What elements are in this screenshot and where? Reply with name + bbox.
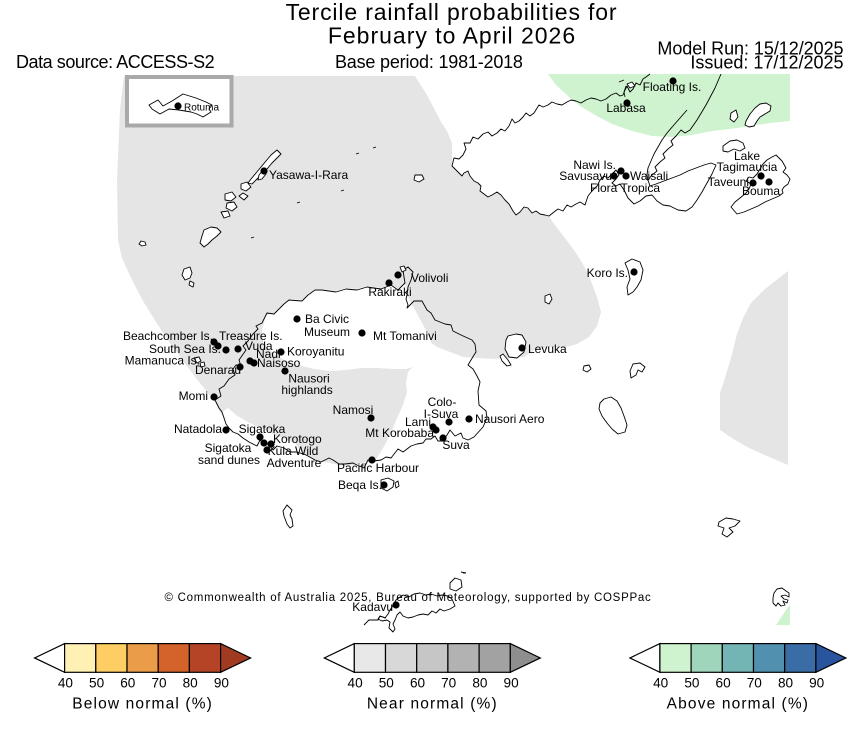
svg-text:Levuka: Levuka xyxy=(528,342,567,356)
svg-text:Sigatoka: Sigatoka xyxy=(205,441,252,455)
svg-text:50: 50 xyxy=(684,676,700,691)
svg-text:Above normal (%): Above normal (%) xyxy=(667,696,809,713)
svg-text:60: 60 xyxy=(410,676,426,691)
svg-text:Nausori Aero: Nausori Aero xyxy=(475,412,545,426)
svg-text:Beqa Is.: Beqa Is. xyxy=(338,478,382,492)
svg-text:60: 60 xyxy=(716,676,732,691)
svg-text:40: 40 xyxy=(653,676,669,691)
svg-text:February to April 2026: February to April 2026 xyxy=(328,23,576,49)
svg-text:Natadola: Natadola xyxy=(174,422,222,436)
svg-text:70: 70 xyxy=(151,676,167,691)
svg-text:Tercile rainfall probabilities: Tercile rainfall probabilities for xyxy=(286,0,618,25)
svg-text:Vuda: Vuda xyxy=(245,339,273,353)
svg-text:Sigatoka: Sigatoka xyxy=(239,422,286,436)
svg-text:Koro Is.: Koro Is. xyxy=(587,266,628,280)
svg-text:Treasure Is.: Treasure Is. xyxy=(219,329,283,343)
svg-text:sand dunes: sand dunes xyxy=(198,453,260,467)
svg-text:Beachcomber Is.: Beachcomber Is. xyxy=(123,329,213,343)
svg-text:Labasa: Labasa xyxy=(606,101,646,115)
svg-text:© Commonwealth of Australia 20: © Commonwealth of Australia 2025, Bureau… xyxy=(164,592,651,604)
svg-text:Yasawa-I-Rara: Yasawa-I-Rara xyxy=(269,168,348,182)
svg-text:90: 90 xyxy=(504,676,520,691)
svg-text:50: 50 xyxy=(379,676,395,691)
svg-text:Model Run: 15/12/2025: Model Run: 15/12/2025 xyxy=(657,39,843,59)
svg-text:Below normal (%): Below normal (%) xyxy=(72,696,213,713)
svg-text:Rotuma: Rotuma xyxy=(184,103,219,114)
svg-text:Namosi: Namosi xyxy=(333,403,374,417)
svg-text:Kadavu: Kadavu xyxy=(352,600,393,614)
svg-text:Adventure: Adventure xyxy=(267,456,322,470)
svg-text:Korotogo: Korotogo xyxy=(273,432,322,446)
svg-text:Floating Is.: Floating Is. xyxy=(643,80,702,94)
svg-text:70: 70 xyxy=(747,676,763,691)
svg-text:Issued: 17/12/2025: Issued: 17/12/2025 xyxy=(690,52,843,72)
svg-text:Savusavu: Savusavu xyxy=(559,169,612,183)
svg-text:Suva: Suva xyxy=(442,438,470,452)
svg-text:I-Suva: I-Suva xyxy=(424,407,459,421)
svg-text:90: 90 xyxy=(809,676,825,691)
svg-text:Colo-: Colo- xyxy=(428,395,457,409)
svg-text:Lami: Lami xyxy=(405,415,431,429)
svg-text:80: 80 xyxy=(778,676,794,691)
svg-text:Rakiraki: Rakiraki xyxy=(368,285,411,299)
svg-text:Naisoso: Naisoso xyxy=(257,356,301,370)
svg-text:40: 40 xyxy=(58,676,74,691)
svg-text:80: 80 xyxy=(183,676,199,691)
svg-text:Bouma: Bouma xyxy=(742,184,780,198)
svg-text:Data source: ACCESS-S2: Data source: ACCESS-S2 xyxy=(16,52,215,72)
svg-text:Kula Wild: Kula Wild xyxy=(268,444,319,458)
svg-text:Koroyanitu: Koroyanitu xyxy=(287,345,344,359)
svg-text:Flora Tropica: Flora Tropica xyxy=(590,181,660,195)
svg-text:80: 80 xyxy=(472,676,488,691)
svg-text:40: 40 xyxy=(348,676,364,691)
svg-text:60: 60 xyxy=(120,676,136,691)
svg-text:Taveuni: Taveuni xyxy=(708,175,749,189)
svg-text:Near normal (%): Near normal (%) xyxy=(367,696,498,713)
svg-text:Tagimaucia: Tagimaucia xyxy=(717,160,778,174)
svg-text:Ba Civic: Ba Civic xyxy=(305,312,349,326)
svg-text:Mt Tomanivi: Mt Tomanivi xyxy=(373,329,437,343)
svg-text:70: 70 xyxy=(441,676,457,691)
svg-text:Nausori: Nausori xyxy=(288,372,329,386)
svg-text:Lake: Lake xyxy=(734,149,760,163)
svg-text:90: 90 xyxy=(214,676,230,691)
svg-text:Pacific Harbour: Pacific Harbour xyxy=(337,461,419,475)
svg-text:South Sea Is.: South Sea Is. xyxy=(149,342,221,356)
svg-text:Waisali: Waisali xyxy=(630,169,668,183)
svg-text:Base period: 1981-2018: Base period: 1981-2018 xyxy=(335,52,523,72)
svg-text:50: 50 xyxy=(89,676,105,691)
svg-text:highlands: highlands xyxy=(281,383,332,397)
svg-text:Denarau: Denarau xyxy=(195,363,241,377)
svg-text:Mt Korobaba: Mt Korobaba xyxy=(365,426,434,440)
svg-text:Nadi: Nadi xyxy=(256,347,281,361)
svg-text:Nawi Is.: Nawi Is. xyxy=(573,158,616,172)
svg-text:Momi: Momi xyxy=(179,389,208,403)
svg-text:Museum: Museum xyxy=(304,325,350,339)
svg-text:Volivoli: Volivoli xyxy=(411,271,448,285)
svg-text:Mamanuca Is.: Mamanuca Is. xyxy=(125,354,200,368)
